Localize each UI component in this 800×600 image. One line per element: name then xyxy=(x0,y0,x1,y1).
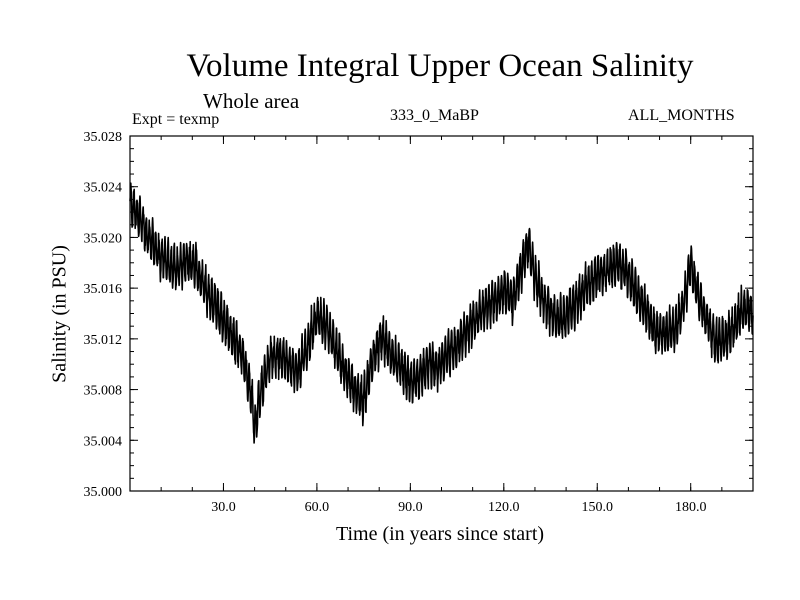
y-tick-label: 35.028 xyxy=(84,130,123,145)
experiment-label: Expt = texmp xyxy=(132,111,220,128)
y-tick-label: 35.016 xyxy=(84,282,123,297)
tick-layer: 35.000 35.004 35.008 35.012 35.016 35.020 35.0… xyxy=(84,130,753,515)
x-tick-label: 30.0 xyxy=(211,500,236,515)
y-tick-label: 35.000 xyxy=(84,485,123,500)
y-tick-label: 35.024 xyxy=(84,181,123,196)
plot-frame xyxy=(129,135,754,492)
run-label: 333_0_MaBP xyxy=(390,107,479,124)
x-tick-label: 180.0 xyxy=(675,500,707,515)
series-layer xyxy=(129,182,754,444)
y-tick-label: 35.020 xyxy=(84,231,123,246)
x-tick-label: 150.0 xyxy=(582,500,614,515)
months-label: ALL_MONTHS xyxy=(628,107,735,124)
x-tick-label: 90.0 xyxy=(398,500,423,515)
x-tick-label: 120.0 xyxy=(488,500,520,515)
x-tick-label: 60.0 xyxy=(305,500,330,515)
chart-subtitle: Whole area xyxy=(203,89,300,113)
chart-title: Volume Integral Upper Ocean Salinity xyxy=(186,48,694,84)
x-axis-label: Time (in years since start) xyxy=(335,523,545,545)
y-tick-label: 35.012 xyxy=(84,333,123,348)
y-tick-label: 35.004 xyxy=(84,434,123,449)
series-line-salinity xyxy=(129,182,754,444)
y-tick-label: 35.008 xyxy=(84,384,123,399)
